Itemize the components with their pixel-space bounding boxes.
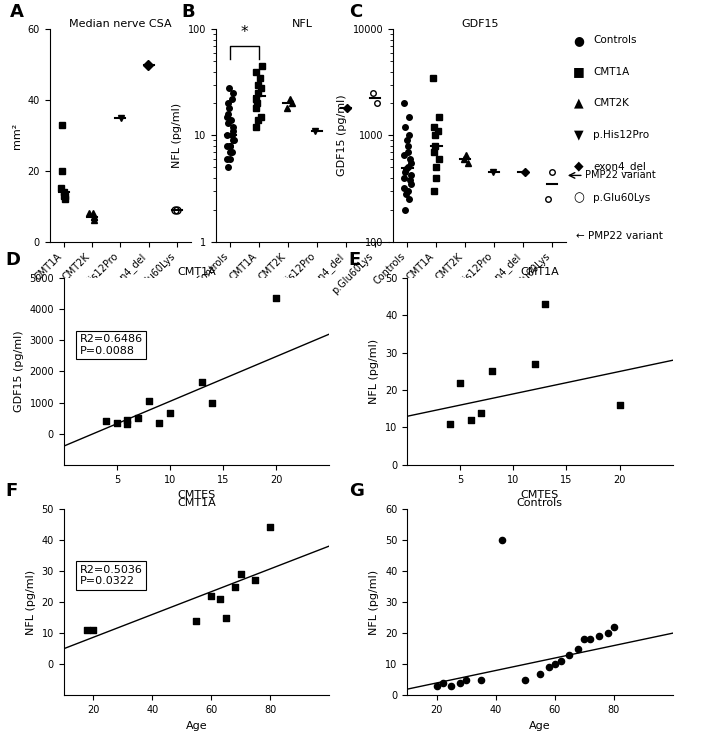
Y-axis label: NFL (pg/ml): NFL (pg/ml) (370, 569, 379, 635)
Y-axis label: NFL (pg/ml): NFL (pg/ml) (26, 569, 36, 635)
X-axis label: Age: Age (529, 721, 551, 731)
Point (475, 674, 486, 686)
Point (564, 649, 575, 661)
Point (446, 680, 457, 692)
Point (529, 358, 540, 370)
Text: R2=0.6486
P=0.0088: R2=0.6486 P=0.0088 (79, 334, 143, 356)
Point (578, 633, 590, 646)
Point (265, 521, 276, 533)
Point (444, 418, 455, 430)
Text: ○: ○ (573, 191, 585, 204)
Title: Median nerve CSA: Median nerve CSA (69, 18, 171, 29)
Text: Controls: Controls (593, 35, 636, 45)
Point (608, 621, 620, 632)
Point (539, 299, 551, 310)
Point (549, 659, 560, 671)
Point (220, 612, 232, 624)
Point (196, 376, 207, 388)
Y-axis label: NFL (pg/ml): NFL (pg/ml) (172, 103, 182, 168)
Point (437, 677, 448, 689)
Text: ← PMP22 variant: ← PMP22 variant (576, 231, 663, 242)
Text: ■: ■ (573, 65, 585, 78)
Point (270, 293, 282, 305)
Point (476, 407, 487, 419)
Text: ◆: ◆ (574, 160, 584, 173)
Point (81, 624, 93, 636)
Point (535, 668, 546, 679)
Point (229, 580, 241, 592)
Text: exon4_del: exon4_del (593, 161, 646, 171)
Text: F: F (5, 482, 18, 500)
Title: CMT1A: CMT1A (177, 498, 216, 508)
Point (88, 624, 99, 636)
Text: ▼: ▼ (574, 128, 584, 141)
Text: ▲: ▲ (574, 97, 584, 110)
Text: *: * (241, 26, 249, 40)
Point (555, 655, 566, 667)
X-axis label: CMTES: CMTES (520, 490, 559, 500)
Y-axis label: GDF15 (pg/ml): GDF15 (pg/ml) (337, 94, 347, 176)
Point (235, 568, 246, 580)
Text: R2=0.5036
P=0.0322: R2=0.5036 P=0.0322 (79, 565, 142, 586)
X-axis label: CMTES: CMTES (177, 490, 216, 500)
Text: G: G (348, 482, 364, 500)
Text: CMT1A: CMT1A (593, 67, 629, 77)
Point (496, 534, 507, 546)
Point (250, 575, 261, 586)
Point (122, 419, 133, 430)
Y-axis label: NFL (pg/ml): NFL (pg/ml) (370, 339, 379, 404)
Y-axis label: mm²: mm² (12, 122, 22, 149)
Point (520, 674, 531, 686)
Text: p.His12Pro: p.His12Pro (593, 130, 649, 140)
Point (143, 395, 154, 407)
Text: B: B (181, 2, 195, 20)
Text: D: D (5, 251, 21, 269)
Point (101, 415, 112, 427)
Text: ●: ● (573, 34, 585, 47)
Point (584, 633, 595, 646)
Point (460, 674, 472, 686)
Text: CMT2K: CMT2K (593, 98, 629, 108)
Point (465, 414, 476, 426)
Point (111, 417, 122, 429)
Text: E: E (348, 251, 361, 269)
Point (164, 408, 176, 419)
Point (455, 377, 466, 389)
Point (154, 417, 165, 429)
Text: A: A (10, 2, 24, 20)
Point (486, 366, 498, 378)
X-axis label: Age: Age (185, 721, 207, 731)
Point (122, 414, 133, 425)
Title: GDF15: GDF15 (461, 18, 498, 29)
Point (207, 397, 218, 408)
Point (215, 593, 226, 605)
Title: NFL: NFL (292, 18, 313, 29)
Title: CMT1A: CMT1A (520, 267, 559, 277)
Text: p.Glu60Lys: p.Glu60Lys (593, 193, 651, 203)
Point (573, 643, 584, 654)
Point (614, 399, 625, 411)
Point (132, 412, 144, 424)
Title: Controls: Controls (517, 498, 563, 508)
Point (455, 677, 466, 689)
Y-axis label: GDF15 (pg/ml): GDF15 (pg/ml) (14, 331, 24, 412)
Point (543, 662, 554, 673)
Text: PMP22 variant: PMP22 variant (586, 171, 656, 180)
Text: C: C (350, 2, 362, 20)
Point (431, 680, 442, 692)
Point (602, 627, 613, 639)
Point (593, 630, 605, 642)
Point (205, 590, 217, 602)
Title: CMT1A: CMT1A (177, 267, 216, 277)
Point (191, 615, 202, 627)
